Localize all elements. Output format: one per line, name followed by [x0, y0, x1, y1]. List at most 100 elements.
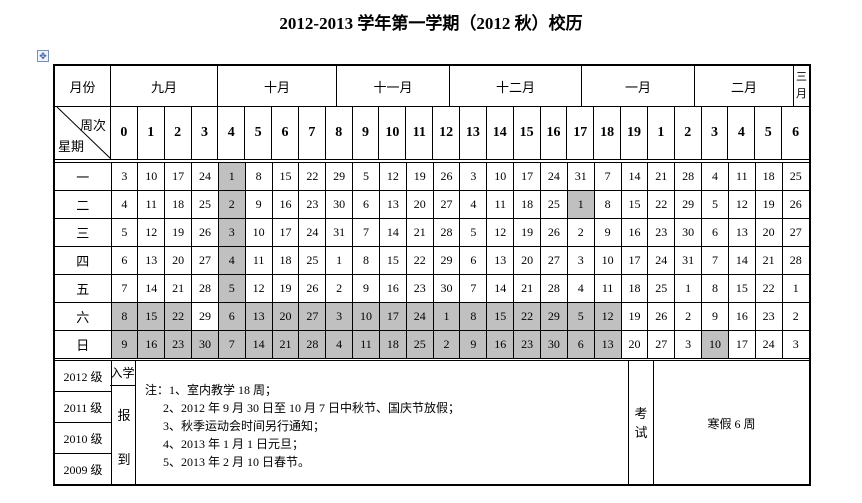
date-cell: 21	[647, 163, 676, 191]
date-cell: 15	[620, 190, 649, 219]
date-cell: 3	[674, 330, 703, 359]
date-cell: 16	[378, 274, 407, 303]
week-number: 6	[272, 107, 299, 159]
date-cell: 27	[432, 190, 461, 219]
date-cell: 12	[486, 218, 515, 247]
week-number: 11	[406, 107, 434, 159]
date-cell: 23	[298, 190, 327, 219]
date-cell: 2	[325, 274, 354, 303]
date-cell: 17	[513, 163, 541, 191]
date-cell: 10	[137, 163, 166, 191]
date-cell: 31	[674, 246, 703, 275]
week-number: 17	[567, 107, 595, 159]
date-cell: 31	[566, 163, 595, 191]
date-cell: 4	[701, 163, 729, 191]
date-cell: 8	[701, 274, 729, 303]
grade-2011: 2011 级	[55, 392, 112, 423]
month-oct: 十月	[218, 66, 337, 107]
week-number: 5	[755, 107, 783, 159]
date-cell: 22	[754, 274, 783, 303]
weekday-label: 二	[55, 190, 112, 219]
date-cell: 17	[378, 302, 407, 331]
date-cell: 14	[137, 274, 166, 303]
date-cell: 19	[620, 302, 649, 331]
date-cell: 10	[486, 163, 515, 191]
notes-section: 2012 级 2011 级 2010 级 2009 级 入学 报 到 注：1、室…	[55, 360, 809, 485]
weekday-label: 日	[55, 330, 112, 359]
date-cell: 12	[378, 163, 407, 191]
week-number: 15	[514, 107, 541, 159]
date-cell: 29	[432, 246, 461, 275]
date-cell: 9	[593, 218, 622, 247]
date-cell: 28	[540, 274, 568, 303]
date-cell: 28	[298, 330, 327, 359]
date-cell: 7	[593, 163, 622, 191]
weekday-row: 六 8 15 22 29 6 13 20 27 3 10 17 24 1 8 15 22 29 5 12 19 26 2 9 1…	[55, 302, 809, 331]
report-label-1: 报	[117, 408, 131, 423]
date-cell: 21	[164, 274, 193, 303]
date-cell: 11	[593, 274, 622, 303]
date-cell: 7	[217, 330, 246, 359]
date-cell: 25	[781, 163, 809, 191]
date-cell: 20	[271, 302, 300, 331]
date-cell: 5	[352, 163, 380, 191]
exam-label: 考 试	[628, 361, 654, 485]
date-cell: 6	[352, 190, 380, 219]
date-cell: 6	[217, 302, 246, 331]
date-cell: 12	[244, 274, 273, 303]
date-cell: 13	[593, 330, 622, 359]
date-cell: 22	[513, 302, 541, 331]
week-number: 4	[218, 107, 246, 159]
week-number: 18	[594, 107, 622, 159]
week-number: 10	[379, 107, 407, 159]
date-cell: 18	[754, 163, 783, 191]
date-cell: 16	[620, 218, 649, 247]
date-cell: 1	[781, 274, 809, 303]
date-cell: 24	[647, 246, 676, 275]
diagonal-line	[56, 107, 111, 159]
date-cell: 23	[754, 302, 783, 331]
date-cell: 23	[164, 330, 193, 359]
date-cell: 30	[674, 218, 703, 247]
week-number: 19	[621, 107, 648, 159]
date-cell: 3	[566, 246, 595, 275]
date-cell: 15	[378, 246, 407, 275]
date-cell: 11	[727, 163, 756, 191]
date-cell: 28	[432, 218, 461, 247]
date-cell: 22	[647, 190, 676, 219]
date-cell: 2	[674, 302, 703, 331]
date-cell: 5	[701, 190, 729, 219]
date-cell: 3	[110, 163, 139, 191]
weekday-row: 三 5 12 19 26 3 10 17 24 31 7 14 21 28 5 12 19 26 2 9 16 23 30 6…	[55, 218, 809, 247]
week-number: 8	[326, 107, 353, 159]
month-dec: 十二月	[450, 66, 582, 107]
date-cell: 21	[754, 246, 783, 275]
date-cell: 30	[325, 190, 354, 219]
date-cell: 17	[620, 246, 649, 275]
date-cell: 23	[647, 218, 676, 247]
date-cell: 15	[137, 302, 166, 331]
week-number: 6	[792, 125, 800, 140]
date-cell: 14	[244, 330, 273, 359]
month-sep: 九月	[111, 66, 218, 107]
date-cell: 1	[325, 246, 354, 275]
date-cell: 9	[352, 274, 380, 303]
date-cell: 22	[298, 163, 327, 191]
date-cell: 2	[217, 190, 246, 219]
month-label: 月份	[55, 66, 111, 107]
week-number: 2	[675, 107, 702, 159]
week-number: 13	[460, 107, 487, 159]
date-cell: 20	[620, 330, 649, 359]
date-cell: 8	[244, 163, 273, 191]
table-move-handle-icon[interactable]: ✥	[37, 50, 49, 62]
date-cell: 12	[137, 218, 166, 247]
date-cell: 27	[781, 218, 809, 247]
date-cell: 1	[432, 302, 461, 331]
date-cell: 19	[405, 163, 434, 191]
date-cell: 10	[701, 330, 729, 359]
date-cell: 9	[244, 190, 273, 219]
date-cell: 31	[325, 218, 354, 247]
page-title: 2012-2013 学年第一学期（2012 秋）校历	[279, 14, 583, 33]
date-cell: 6	[701, 218, 729, 247]
date-cell: 27	[647, 330, 676, 359]
